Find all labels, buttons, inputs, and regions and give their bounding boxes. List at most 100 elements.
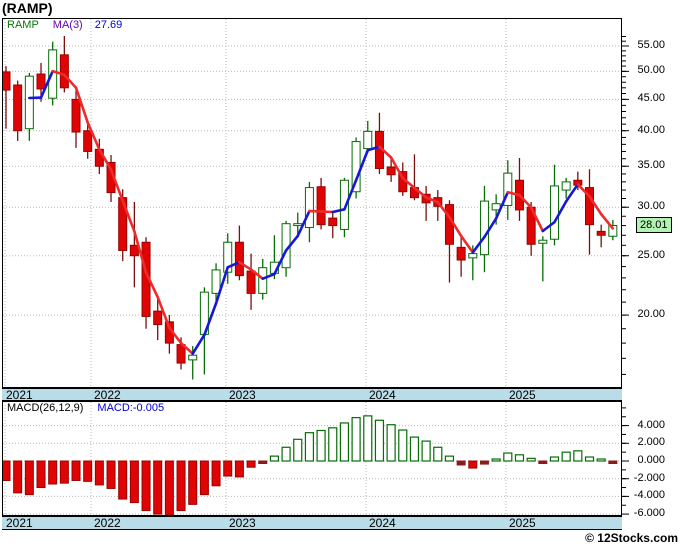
macd-bar-down <box>608 460 618 464</box>
macd-bar-up <box>549 456 560 462</box>
ma3-segment <box>39 69 54 99</box>
candle-body <box>24 75 34 130</box>
macd-bar-down <box>83 460 93 482</box>
macd-bar-down <box>153 460 163 515</box>
macd-bar-down <box>211 460 221 487</box>
macd-bar-down <box>106 460 116 489</box>
ma3-segment <box>109 168 124 203</box>
candle-body <box>608 224 618 237</box>
price-axis-label: 50.00 <box>637 64 665 77</box>
price-axis-label: 30.00 <box>637 200 665 213</box>
ma3-segment <box>599 212 615 230</box>
ma3-segment <box>553 200 568 224</box>
macd-bar-down <box>13 460 23 494</box>
price-pane: RAMP MA(3) 27.69 <box>2 18 622 388</box>
ma3-segment <box>448 215 463 238</box>
page-title: (RAMP) <box>2 0 53 16</box>
last-price-badge: 28.01 <box>636 217 672 234</box>
candle-body <box>503 172 513 206</box>
candle-body <box>585 187 594 226</box>
macd-pane: MACD(26,12,9) MACD:-0.005 <box>2 401 622 516</box>
macd-bar-up <box>584 456 595 462</box>
ma3-segment <box>541 220 556 233</box>
price-axis-label: 55.00 <box>637 39 665 51</box>
ma3-segment <box>354 148 370 182</box>
ma3-segment <box>518 193 533 209</box>
macd-bar-up <box>374 419 385 462</box>
ma3-segment <box>249 268 265 280</box>
macd-axis-label: -4.000 <box>633 489 665 502</box>
macd-bar-down <box>258 460 268 464</box>
year-label-2024: 2024 <box>369 516 396 530</box>
ma3-segment <box>168 326 183 345</box>
ma3-segment <box>343 178 358 211</box>
macd-bar-down <box>141 460 151 512</box>
candle-body <box>211 269 221 294</box>
candle-body <box>59 54 69 89</box>
candle-body <box>13 84 23 132</box>
ma3-segment <box>436 200 451 219</box>
year-label-2022: 2022 <box>94 516 121 530</box>
price-pane-border <box>2 18 622 388</box>
candle-body <box>328 217 338 227</box>
ma3-segment <box>144 271 160 299</box>
price-axis-label: 20.00 <box>637 308 665 321</box>
macd-bar-up <box>433 446 443 462</box>
macd-bar-up <box>293 438 303 462</box>
candle-body <box>549 185 559 240</box>
macd-chart-svg <box>2 401 622 516</box>
macd-bar-down <box>188 460 198 505</box>
x-axis-band-macd: 2021 2022 2023 2024 2025 <box>2 516 622 530</box>
price-axis-label: 45.00 <box>637 92 665 105</box>
macd-bar-down <box>94 460 104 486</box>
macd-bar-up <box>491 458 501 462</box>
year-label-2021: 2021 <box>6 516 33 530</box>
macd-bar-up <box>304 432 315 462</box>
macd-bar-down <box>246 460 256 468</box>
ma3-segment <box>273 249 288 276</box>
ma3-segment <box>156 295 171 330</box>
macd-bar-down <box>199 460 209 496</box>
ma3-segment <box>506 190 521 197</box>
macd-bar-down <box>164 460 174 516</box>
macd-legend: MACD(26,12,9) MACD:-0.005 <box>7 402 164 414</box>
macd-bar-down <box>234 460 244 478</box>
macd-bar-up <box>339 422 350 462</box>
macd-bar-up <box>514 454 525 462</box>
macd-axis-label: -2.000 <box>633 471 665 484</box>
macd-bar-up <box>573 450 583 462</box>
macd-bar-up <box>409 436 420 462</box>
price-axis-label: 25.00 <box>637 248 665 261</box>
legend-ma-value: 27.69 <box>94 19 123 31</box>
ma3-segment <box>191 333 206 355</box>
macd-bar-down <box>456 460 466 466</box>
candle-body <box>293 223 303 227</box>
ma3-segment <box>413 186 428 199</box>
macd-bar-down <box>468 460 478 469</box>
ma3-segment <box>226 260 241 269</box>
candle-body <box>363 130 373 150</box>
ma3-segment <box>296 209 311 238</box>
ma3-segment <box>121 199 136 233</box>
ma3-segment <box>319 210 335 214</box>
macd-bar-down <box>36 460 46 489</box>
macd-bar-down <box>538 460 548 464</box>
candle-body <box>538 239 548 244</box>
macd-bar-up <box>363 415 373 462</box>
macd-bar-up <box>269 455 280 462</box>
x-axis-band-price: 2021 2022 2023 2024 2025 <box>2 388 622 401</box>
ma3-segment <box>389 156 405 180</box>
ma3-segment <box>238 260 253 271</box>
macd-bar-down <box>2 460 11 481</box>
candle-body <box>316 186 326 226</box>
macd-axis-label: 4.000 <box>637 418 665 431</box>
macd-bar-down <box>479 460 489 465</box>
macd-bar-up <box>444 455 455 462</box>
ma3-segment <box>529 206 545 233</box>
ma3-segment <box>98 148 113 171</box>
candle-body <box>234 241 244 277</box>
ma3-segment <box>424 196 440 204</box>
candle-body <box>304 187 314 228</box>
ma3-segment <box>203 302 218 337</box>
ma3-segment <box>133 230 148 274</box>
